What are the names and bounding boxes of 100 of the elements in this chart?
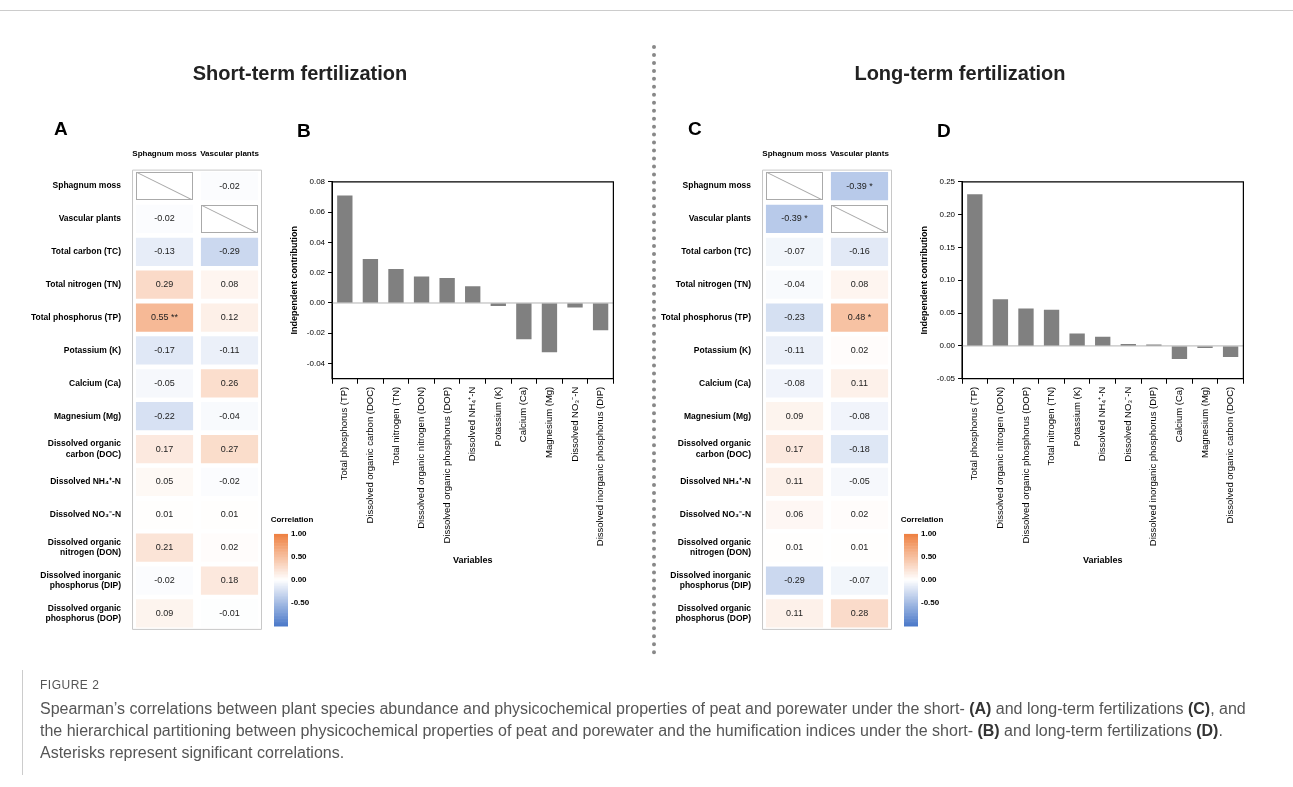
data-label: -0.11 [219, 344, 240, 355]
bar [1069, 333, 1085, 346]
bar [992, 299, 1009, 346]
bar [362, 259, 379, 303]
x-tick-label: Magnesium (Mg) [543, 386, 555, 459]
y-tick-label: Total carbon (TC) [51, 246, 122, 257]
y-tick-label: -0.04 [306, 358, 326, 368]
x-axis-title: Variables [1082, 555, 1123, 566]
y-tick-label: Total carbon (TC) [681, 246, 752, 257]
y-axis-title: Independent contribution [288, 226, 299, 335]
data-label: 0.08 [850, 279, 869, 290]
y-tick-label: 0.02 [309, 267, 326, 277]
y-tick-label: Dissolved inorganic phosphorus (DIP) [40, 569, 122, 591]
y-tick-label: -0.05 [936, 373, 956, 383]
data-label: -0.08 [849, 410, 870, 421]
bar [439, 278, 455, 303]
x-tick-label: Dissolved organic phosphorus (DOP) [440, 386, 452, 544]
data-label: 0.48 * [847, 312, 872, 323]
data-label: -0.16 [849, 246, 870, 257]
data-label: 0.28 [850, 607, 869, 618]
y-tick-label: Total phosphorus (TP) [660, 311, 752, 322]
x-tick-label: Sphagnum moss [132, 149, 198, 158]
text: Short-term fertilization [191, 62, 409, 85]
bar [1095, 336, 1111, 346]
y-tick-label: Dissolved organic phosphorus (DOP) [675, 602, 752, 623]
color-bar-title: Correlation [900, 515, 944, 525]
x-tick-label: Dissolved NO₃⁻-N [568, 386, 580, 462]
text: Spearman’s correlations between plant species abundance and physicochemical properties of peat and porewater under the short- (A) and long-term fertilizations (C), and the hierarchical partitioning between physicochemical properties of peat and porewater and the humification indices under the short- (B) and long-term fertilizations (D). Asterisks represent significant correlations. [40, 700, 1246, 761]
y-tick-label: Dissolved inorganic phosphorus (DIP) [670, 569, 752, 591]
data-label: -0.04 [219, 410, 240, 421]
data-label: 0.01 [785, 542, 804, 553]
data-label: 0.27 [220, 443, 239, 454]
color-bar-label: 0.00 [291, 575, 308, 585]
x-tick-label: Calcium (Ca) [1173, 386, 1185, 443]
text: Long-term fertilization [853, 62, 1067, 85]
data-label: -0.05 [154, 377, 175, 388]
chart-title: A [54, 118, 68, 140]
data-label: -0.08 [784, 377, 805, 388]
y-tick-label: Potassium (K) [63, 344, 122, 355]
color-bar-label: 0.50 [921, 552, 938, 562]
y-tick-label: 0.00 [309, 298, 326, 308]
data-label: 0.09 [155, 607, 174, 618]
bar [1222, 346, 1239, 358]
data-label: -0.02 [154, 213, 175, 224]
x-tick-label: Vascular plants [830, 149, 890, 158]
data-label: -0.02 [154, 575, 175, 586]
data-label: 0.55 ** [151, 312, 179, 323]
data-label: 0.21 [155, 542, 174, 553]
y-tick-label: 0.06 [309, 207, 326, 217]
data-label: 0.02 [220, 542, 239, 553]
color-bar-label: 1.00 [921, 529, 938, 539]
data-label: -0.07 [849, 575, 870, 586]
data-label: 0.18 [220, 575, 239, 586]
data-label: -0.07 [784, 246, 805, 257]
color-bar-label: 0.50 [291, 552, 308, 562]
x-tick-label: Dissolved organic nitrogen (DON) [415, 386, 427, 529]
x-tick-label: Dissolved organic carbon (DOC) [1224, 386, 1236, 524]
bar [413, 276, 430, 303]
x-tick-label: Dissolved inorganic phosphorus (DIP) [1147, 386, 1159, 547]
y-tick-label: 0.00 [939, 341, 956, 351]
color-bar-label: 0.00 [921, 575, 938, 585]
bar [967, 194, 983, 346]
data-label: -0.13 [154, 246, 175, 257]
data-label: -0.01 [219, 607, 240, 618]
data-label: -0.18 [849, 443, 870, 454]
bar [541, 303, 558, 353]
bar [490, 303, 506, 307]
y-tick-label: Calcium (Ca) [699, 377, 752, 388]
x-tick-label: Total nitrogen (TN) [389, 386, 401, 466]
chart-title: B [297, 120, 311, 142]
data-label: -0.29 [219, 246, 240, 257]
bar [1018, 308, 1034, 346]
x-tick-label: Vascular plants [200, 149, 260, 158]
data-label: 0.08 [220, 279, 239, 290]
y-tick-label: Sphagnum moss [52, 180, 122, 191]
y-tick-label: 0.10 [939, 275, 956, 285]
bar [337, 195, 353, 303]
data-label: 0.02 [850, 509, 869, 520]
x-tick-label: Dissolved NH₄⁺-N [466, 386, 478, 462]
data-label: -0.02 [219, 180, 240, 191]
data-label: 0.26 [220, 377, 239, 388]
y-tick-label: Total phosphorus (TP) [30, 311, 122, 322]
data-label: -0.39 * [781, 213, 809, 224]
y-tick-label: -0.02 [306, 328, 326, 338]
x-tick-label: Potassium (K) [1070, 386, 1082, 447]
data-label: -0.04 [784, 279, 805, 290]
y-tick-label: Vascular plants [688, 213, 752, 224]
bar [388, 268, 404, 303]
y-tick-label: 0.04 [309, 237, 326, 247]
color-bar-label: 1.00 [291, 529, 308, 539]
data-label: 0.17 [155, 443, 174, 454]
data-label: 0.06 [785, 509, 804, 520]
bar [1043, 309, 1060, 346]
bar [592, 303, 609, 331]
data-label: 0.01 [155, 509, 174, 520]
x-tick-label: Sphagnum moss [762, 149, 828, 158]
color-bar-title: Correlation [270, 515, 314, 525]
bar [1171, 346, 1188, 360]
y-axis-title: Independent contribution [918, 226, 929, 335]
y-tick-label: 0.05 [939, 308, 956, 318]
